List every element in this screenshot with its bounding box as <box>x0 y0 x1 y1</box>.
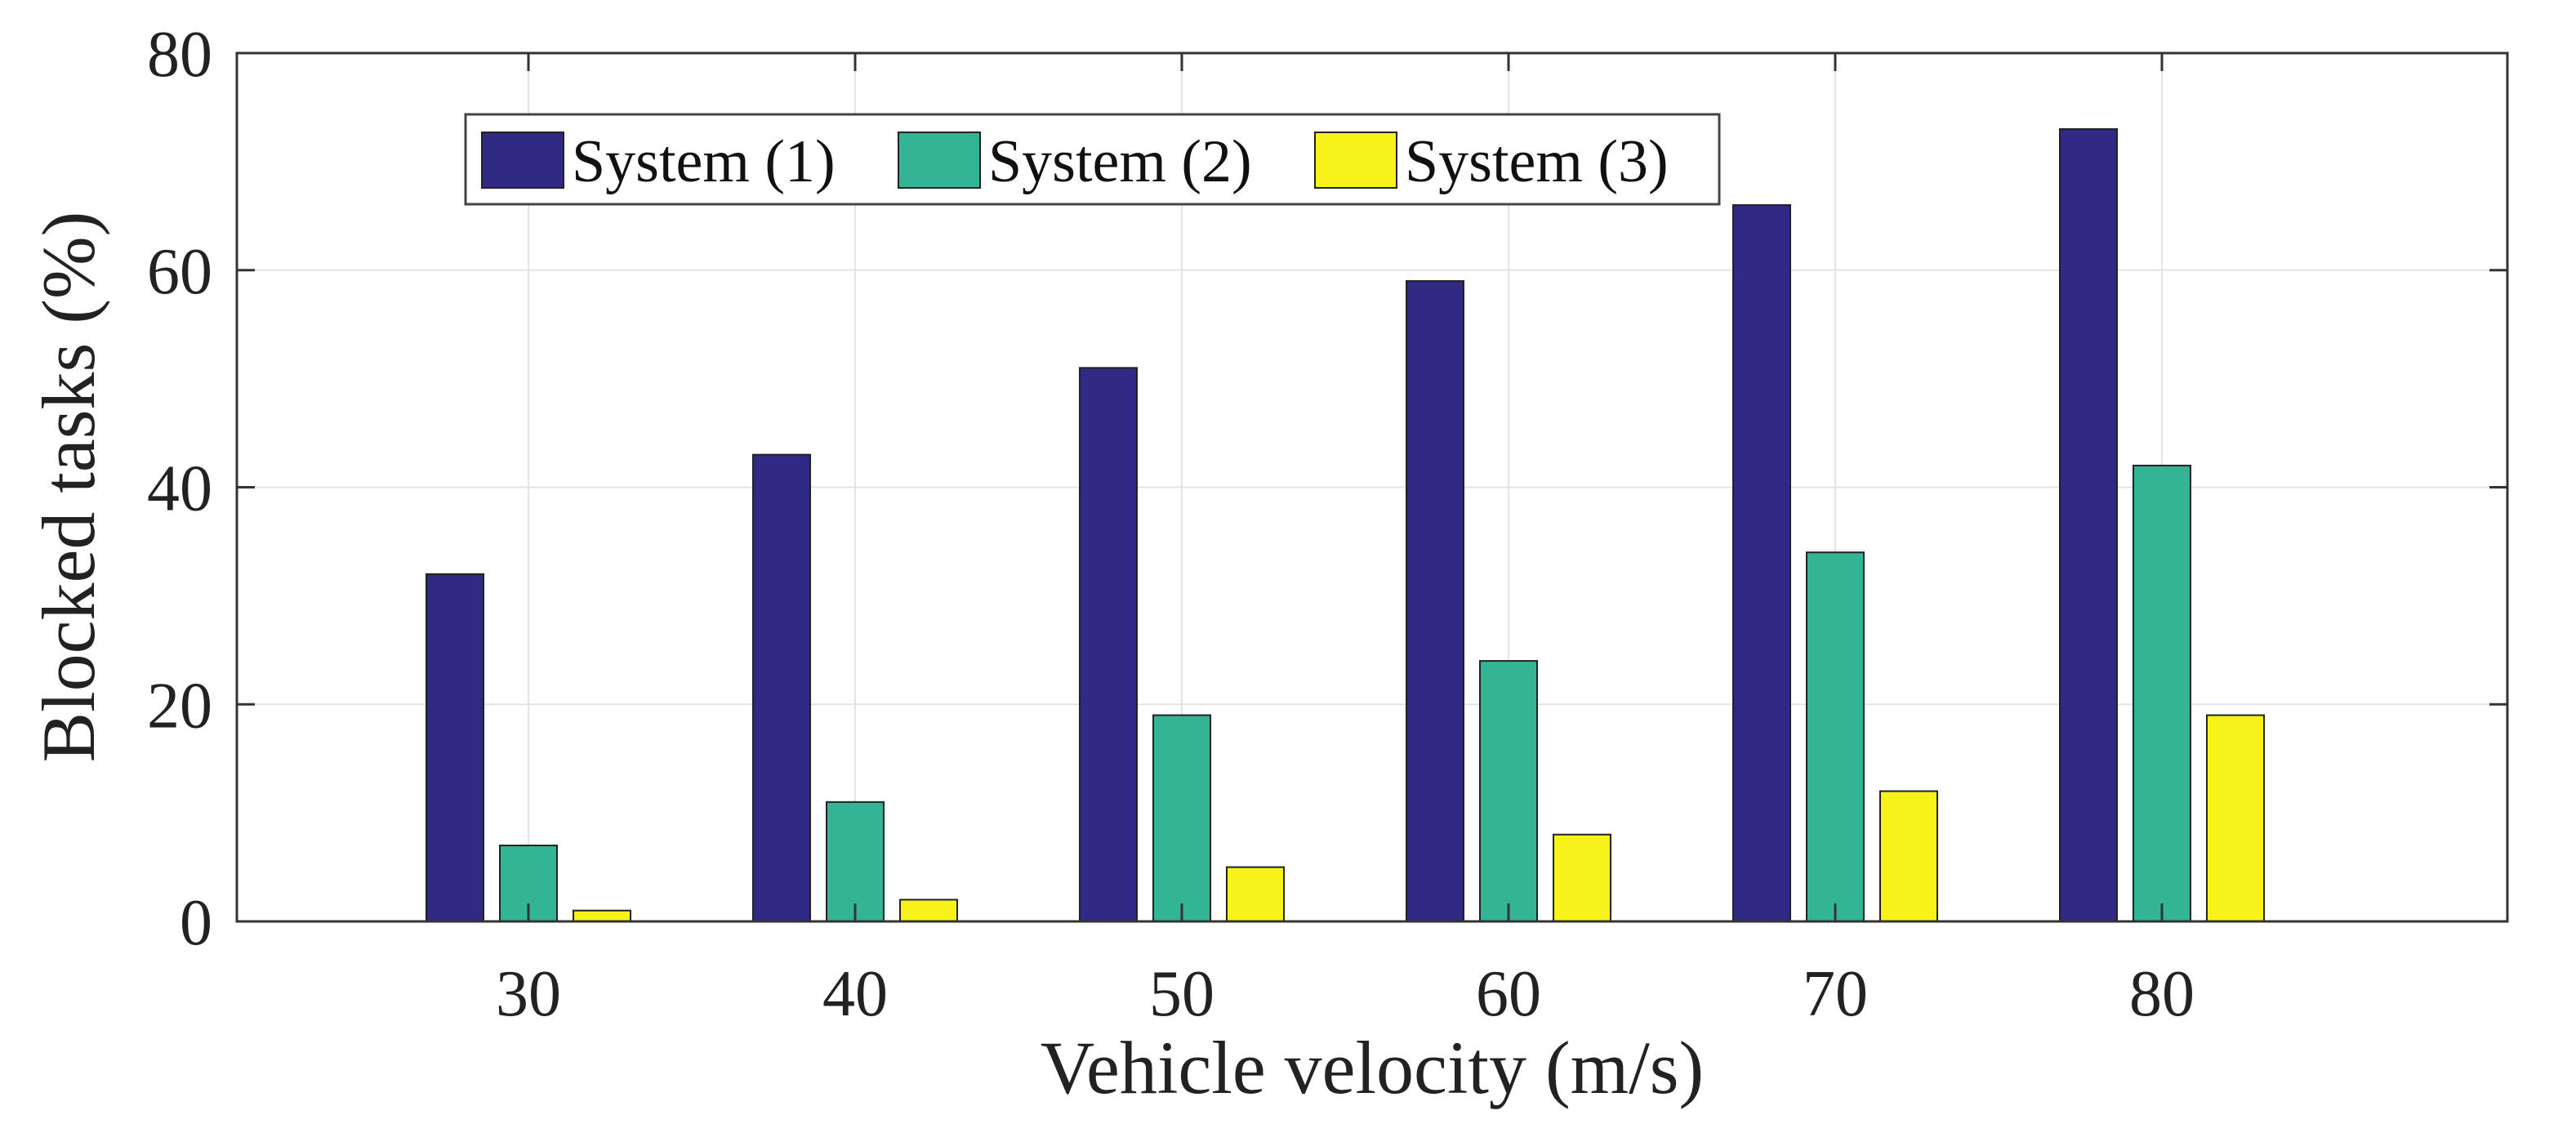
bar <box>1806 551 1865 922</box>
bar <box>573 909 631 923</box>
bar <box>426 573 484 922</box>
x-axis-title: Vehicle velocity (m/s) <box>1041 1026 1704 1109</box>
y-tick-label: 20 <box>147 670 212 742</box>
bar <box>2206 714 2265 922</box>
x-tick-label: 50 <box>1149 958 1214 1030</box>
legend-label: System (1) <box>572 128 836 195</box>
bar <box>826 801 885 923</box>
y-tick-label: 60 <box>147 236 212 308</box>
y-axis-ticks: 0 20 40 60 80 <box>147 19 2507 959</box>
x-tick-label: 40 <box>822 958 888 1030</box>
bar <box>1553 833 1611 923</box>
bar <box>1152 714 1211 922</box>
legend-swatch <box>481 132 564 189</box>
x-tick-label: 80 <box>2129 958 2195 1030</box>
x-tick-label: 60 <box>1476 958 1541 1030</box>
bar <box>1879 790 1938 922</box>
bar <box>2059 128 2118 922</box>
bar <box>1079 367 1138 922</box>
bar <box>1732 204 1791 922</box>
bar <box>2133 464 2191 922</box>
legend-swatch <box>1314 132 1397 189</box>
bar <box>1479 660 1538 922</box>
x-axis-ticks: 30 40 50 60 70 80 <box>496 53 2195 1030</box>
y-tick-label: 80 <box>147 19 212 91</box>
bar <box>1406 280 1464 923</box>
bar-group <box>426 128 2265 923</box>
bar <box>1226 866 1285 922</box>
bar <box>899 899 958 923</box>
y-tick-label: 0 <box>180 887 212 959</box>
legend-swatch <box>898 132 981 189</box>
legend: System (1) System (2) System (3) <box>464 113 1721 206</box>
x-tick-label: 30 <box>496 958 561 1030</box>
legend-label: System (2) <box>988 128 1252 195</box>
bar <box>752 453 811 922</box>
y-tick-label: 40 <box>147 453 212 525</box>
x-tick-label: 70 <box>1803 958 1868 1030</box>
y-axis-title: Blocked tasks (%) <box>27 212 110 763</box>
legend-box <box>464 113 1721 206</box>
legend-label: System (3) <box>1405 128 1669 195</box>
